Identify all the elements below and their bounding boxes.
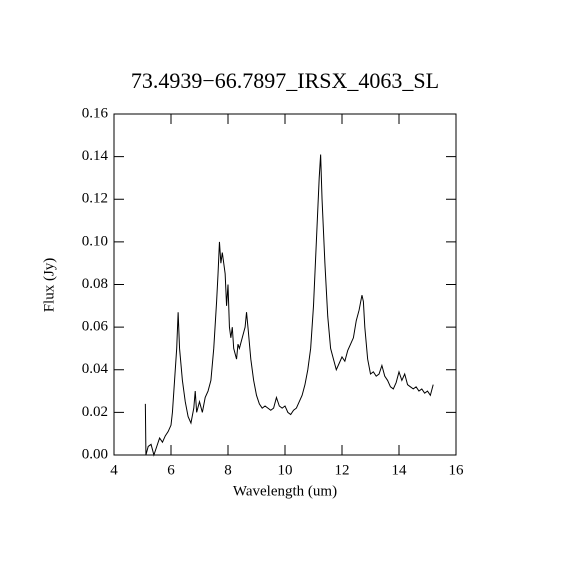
y-tick-label: 0.06 — [82, 319, 109, 335]
y-axis-label: Flux (Jy) — [41, 258, 57, 313]
x-tick-label: 6 — [167, 462, 175, 478]
y-tick-label: 0.16 — [82, 105, 109, 121]
y-tick-label: 0.04 — [82, 361, 109, 377]
x-tick-label: 16 — [449, 462, 465, 478]
y-tick-label: 0.02 — [82, 404, 108, 420]
y-tick-label: 0.08 — [82, 276, 108, 292]
y-tick-label: 0.00 — [82, 446, 108, 462]
x-axis-label: Wavelength (um) — [233, 483, 337, 499]
x-tick-label: 8 — [224, 462, 232, 478]
chart-title: 73.4939−66.7897_IRSX_4063_SL — [131, 68, 439, 93]
x-tick-label: 14 — [392, 462, 408, 478]
x-tick-label: 12 — [335, 462, 350, 478]
y-tick-label: 0.10 — [82, 233, 108, 249]
x-tick-label: 4 — [110, 462, 118, 478]
y-tick-label: 0.12 — [82, 191, 108, 207]
y-tick-label: 0.14 — [82, 148, 109, 164]
spectrum-line — [144, 154, 434, 457]
x-tick-label: 10 — [278, 462, 293, 478]
